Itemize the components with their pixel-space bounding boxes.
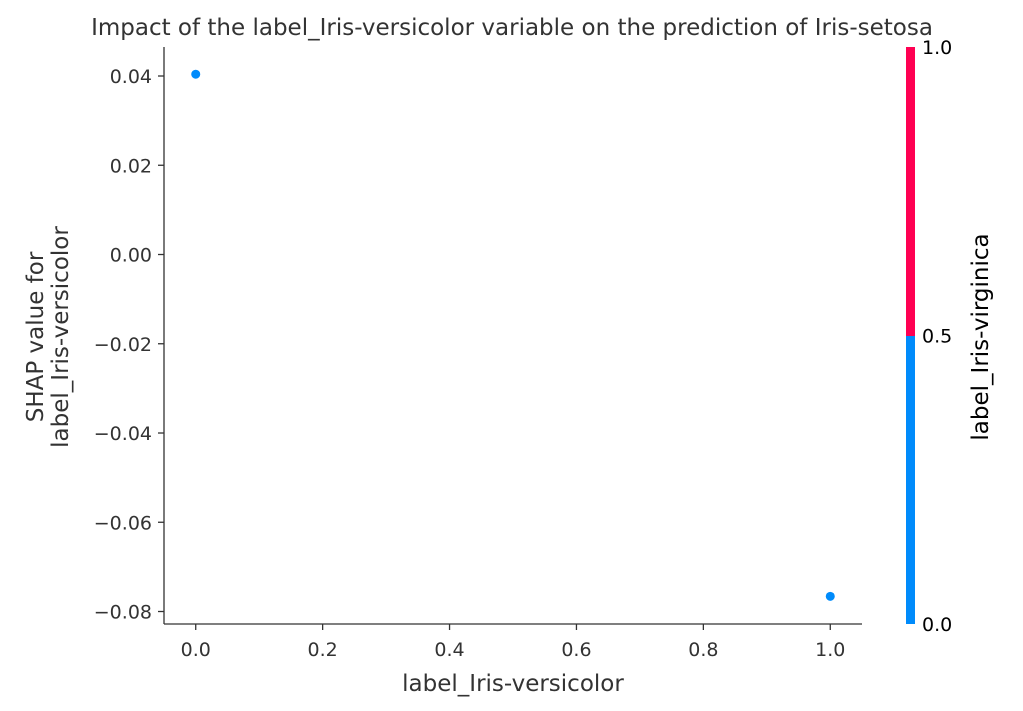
- colorbar-label: label_Iris-virginica: [968, 233, 994, 440]
- data-point: [825, 591, 835, 601]
- y-ticks: 0.04 0.02 0.00 −0.02 −0.04 −0.06 −0.08: [94, 66, 164, 624]
- x-tick-label: 0.6: [561, 639, 591, 661]
- y-tick-label: −0.08: [94, 602, 152, 624]
- colorbar-high-segment: [906, 47, 915, 336]
- y-tick-label: −0.04: [94, 423, 152, 445]
- plot-axes: [163, 47, 862, 625]
- data-point: [191, 69, 201, 79]
- y-tick-label: −0.02: [94, 334, 152, 356]
- y-tick-label: 0.00: [110, 245, 152, 267]
- x-tick-label: 0.2: [308, 639, 338, 661]
- x-ticks: 0.0 0.2 0.4 0.6 0.8 1.0: [181, 624, 845, 661]
- colorbar: 0.0 0.5 1.0 label_Iris-virginica: [906, 37, 994, 636]
- x-tick-label: 0.0: [181, 639, 211, 661]
- colorbar-low-segment: [906, 336, 915, 624]
- colorbar-tick-label: 0.0: [922, 614, 952, 636]
- data-points: [191, 69, 835, 601]
- y-tick-label: 0.04: [110, 66, 152, 88]
- x-axis-label: label_Iris-versicolor: [402, 671, 624, 697]
- x-tick-label: 1.0: [815, 639, 845, 661]
- y-tick-label: −0.06: [94, 512, 152, 534]
- colorbar-tick-label: 1.0: [922, 37, 952, 59]
- y-axis-label-line-2: label_Iris-versicolor: [48, 226, 74, 448]
- x-tick-label: 0.4: [434, 639, 464, 661]
- colorbar-tick-label: 0.5: [922, 326, 952, 348]
- y-tick-label: 0.02: [110, 155, 152, 177]
- x-tick-label: 0.8: [688, 639, 718, 661]
- y-axis-label-line-1: SHAP value for: [23, 251, 49, 422]
- chart-title: Impact of the label_Iris-versicolor vari…: [91, 15, 933, 41]
- colorbar-ticks: 0.0 0.5 1.0: [922, 37, 952, 636]
